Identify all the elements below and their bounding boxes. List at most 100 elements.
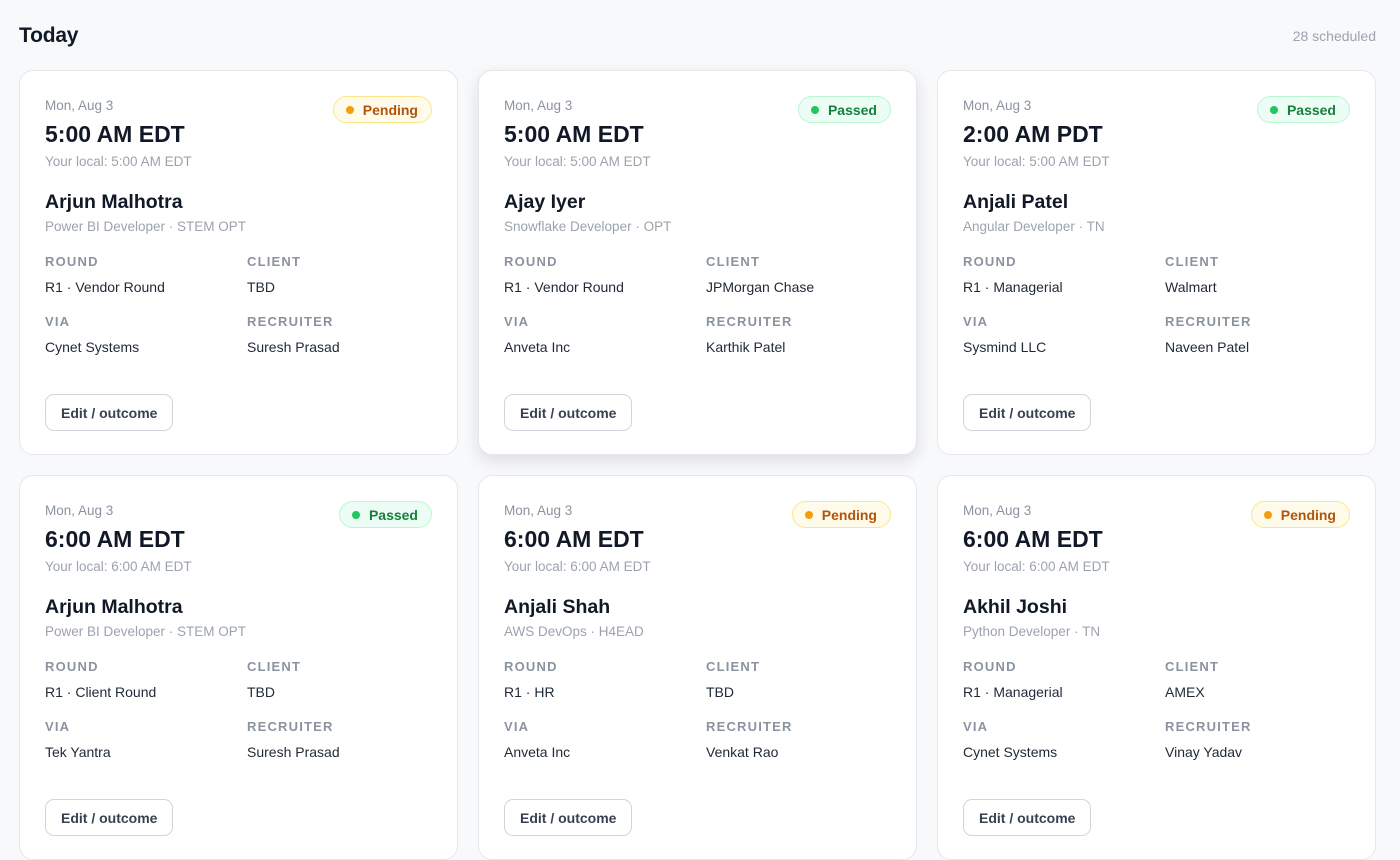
- client-field: CLIENT Walmart: [1165, 253, 1345, 296]
- candidate-role: AWS DevOps · H4EAD: [504, 624, 644, 639]
- page-title: Today: [19, 24, 79, 47]
- interview-date: Mon, Aug 3: [45, 98, 114, 113]
- edit-outcome-button[interactable]: Edit / outcome: [963, 394, 1092, 431]
- interview-time: 6:00 AM EDT: [45, 526, 185, 552]
- via-label: VIA: [963, 314, 989, 329]
- recruiter-value: Karthik Patel: [706, 339, 786, 355]
- status-badge: Pending: [791, 501, 891, 528]
- recruiter-field: RECRUITER Suresh Prasad: [247, 313, 427, 356]
- recruiter-field: RECRUITER Karthik Patel: [706, 313, 886, 356]
- via-field: VIA Cynet Systems: [45, 313, 247, 356]
- candidate-name: Anjali Patel: [963, 191, 1069, 213]
- local-time: Your local: 6:00 AM EDT: [504, 559, 651, 574]
- details-grid: ROUND R1 · Client Round CLIENT TBD VIA Tek …: [45, 658, 432, 761]
- candidate-name: Ajay Iyer: [504, 191, 586, 213]
- round-value: R1 · Vendor Round: [504, 279, 624, 295]
- details-grid: ROUND R1 · Vendor Round CLIENT TBD VIA Cyne…: [45, 253, 432, 356]
- round-value: R1 · Managerial: [963, 279, 1063, 295]
- interview-card: Passed Mon, Aug 3 5:00 AM EDT Your local…: [478, 70, 917, 455]
- round-field: ROUND R1 · Managerial: [963, 253, 1165, 296]
- interview-date: Mon, Aug 3: [504, 503, 573, 518]
- candidate-name: Arjun Malhotra: [45, 596, 183, 618]
- round-field: ROUND R1 · Vendor Round: [45, 253, 247, 296]
- round-label: ROUND: [963, 254, 1017, 269]
- status-label: Passed: [827, 101, 877, 118]
- status-badge: Passed: [797, 96, 891, 123]
- interview-time: 6:00 AM EDT: [963, 526, 1103, 552]
- edit-outcome-button[interactable]: Edit / outcome: [45, 394, 174, 431]
- interview-card: Pending Mon, Aug 3 6:00 AM EDT Your loca…: [937, 475, 1376, 860]
- edit-outcome-button[interactable]: Edit / outcome: [963, 799, 1092, 836]
- via-field: VIA Sysmind LLC: [963, 313, 1165, 356]
- recruiter-label: RECRUITER: [247, 314, 334, 329]
- recruiter-value: Vinay Yadav: [1165, 744, 1243, 760]
- via-field: VIA Tek Yantra: [45, 718, 247, 761]
- via-field: VIA Anveta Inc: [504, 718, 706, 761]
- client-value: AMEX: [1165, 684, 1205, 700]
- interview-time: 5:00 AM EDT: [45, 121, 185, 147]
- client-label: CLIENT: [1165, 659, 1220, 674]
- recruiter-label: RECRUITER: [247, 719, 334, 734]
- round-value: R1 · HR: [504, 684, 555, 700]
- client-field: CLIENT JPMorgan Chase: [706, 253, 886, 296]
- candidate-role: Python Developer · TN: [963, 624, 1101, 639]
- recruiter-label: RECRUITER: [1165, 314, 1252, 329]
- status-dot-icon: [1269, 105, 1278, 114]
- via-label: VIA: [45, 314, 71, 329]
- round-label: ROUND: [45, 254, 99, 269]
- client-value: TBD: [247, 279, 275, 295]
- round-field: ROUND R1 · Managerial: [963, 658, 1165, 701]
- recruiter-value: Venkat Rao: [706, 744, 779, 760]
- status-dot-icon: [351, 510, 360, 519]
- interview-card: Passed Mon, Aug 3 2:00 AM PDT Your local…: [937, 70, 1376, 455]
- local-time: Your local: 5:00 AM EDT: [504, 154, 651, 169]
- interview-card: Pending Mon, Aug 3 6:00 AM EDT Your loca…: [478, 475, 917, 860]
- status-dot-icon: [804, 510, 813, 519]
- round-field: ROUND R1 · HR: [504, 658, 706, 701]
- interview-date: Mon, Aug 3: [963, 503, 1032, 518]
- status-label: Pending: [1280, 506, 1336, 523]
- candidate-name: Arjun Malhotra: [45, 191, 183, 213]
- round-label: ROUND: [45, 659, 99, 674]
- interview-time: 2:00 AM PDT: [963, 121, 1103, 147]
- via-label: VIA: [963, 719, 989, 734]
- client-value: TBD: [247, 684, 275, 700]
- interview-date: Mon, Aug 3: [45, 503, 114, 518]
- round-label: ROUND: [504, 659, 558, 674]
- status-dot-icon: [345, 105, 354, 114]
- status-label: Passed: [1286, 101, 1336, 118]
- via-label: VIA: [45, 719, 71, 734]
- status-badge: Pending: [1250, 501, 1350, 528]
- client-field: CLIENT TBD: [706, 658, 886, 701]
- client-field: CLIENT TBD: [247, 658, 427, 701]
- client-field: CLIENT TBD: [247, 253, 427, 296]
- via-label: VIA: [504, 719, 530, 734]
- page: Today 28 scheduled Pending Mon, Aug 3 5:…: [19, 24, 1376, 860]
- recruiter-value: Naveen Patel: [1165, 339, 1250, 355]
- interview-date: Mon, Aug 3: [963, 98, 1032, 113]
- via-value: Cynet Systems: [963, 744, 1058, 760]
- via-value: Cynet Systems: [45, 339, 140, 355]
- candidate-role: Power BI Developer · STEM OPT: [45, 624, 247, 639]
- via-field: VIA Cynet Systems: [963, 718, 1165, 761]
- candidate-role: Angular Developer · TN: [963, 219, 1105, 234]
- details-grid: ROUND R1 · Vendor Round CLIENT JPMorgan Ch…: [504, 253, 891, 356]
- local-time: Your local: 6:00 AM EDT: [45, 559, 192, 574]
- interview-time: 6:00 AM EDT: [504, 526, 644, 552]
- edit-outcome-button[interactable]: Edit / outcome: [45, 799, 174, 836]
- client-value: JPMorgan Chase: [706, 279, 815, 295]
- local-time: Your local: 5:00 AM EDT: [45, 154, 192, 169]
- status-dot-icon: [810, 105, 819, 114]
- client-value: Walmart: [1165, 279, 1217, 295]
- edit-outcome-button[interactable]: Edit / outcome: [504, 394, 633, 431]
- interview-card: Passed Mon, Aug 3 6:00 AM EDT Your local…: [19, 475, 458, 860]
- round-label: ROUND: [963, 659, 1017, 674]
- edit-outcome-button[interactable]: Edit / outcome: [504, 799, 633, 836]
- interview-time: 5:00 AM EDT: [504, 121, 644, 147]
- client-value: TBD: [706, 684, 734, 700]
- client-label: CLIENT: [706, 254, 761, 269]
- recruiter-field: RECRUITER Vinay Yadav: [1165, 718, 1345, 761]
- recruiter-value: Suresh Prasad: [247, 339, 340, 355]
- details-grid: ROUND R1 · HR CLIENT TBD VIA Anveta Inc REC…: [504, 658, 891, 761]
- client-field: CLIENT AMEX: [1165, 658, 1345, 701]
